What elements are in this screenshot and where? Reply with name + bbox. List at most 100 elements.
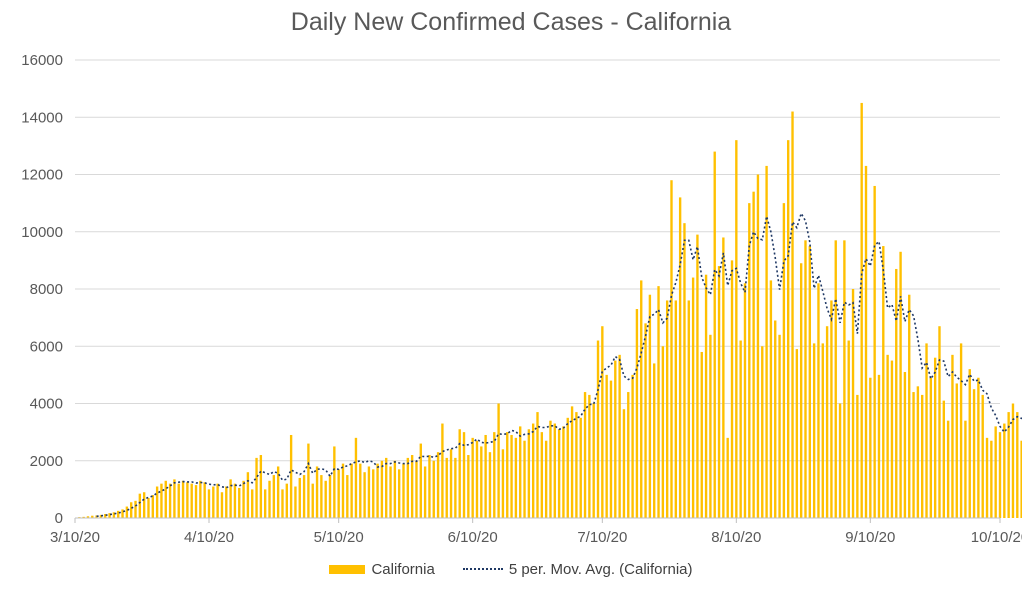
bar [173,479,176,518]
moving-average-line [96,211,1022,518]
bar [933,357,937,518]
bar [726,437,729,518]
bar [493,432,496,518]
bar [104,513,107,518]
bar [553,423,556,518]
bar [769,280,773,518]
bar [562,426,565,518]
bar [704,274,708,518]
bar [843,240,846,518]
x-tick-label: 7/10/20 [577,529,627,546]
bar [155,486,159,518]
bar [977,377,980,518]
bar [588,394,591,518]
bar [890,360,894,518]
bar [895,268,898,518]
bar [402,463,405,518]
bar [276,466,280,518]
bar [782,203,786,518]
y-tick-label: 14000 [21,109,63,126]
bar [199,480,202,518]
gridlines [75,59,1000,462]
bar [190,483,193,518]
axes: 0 2000 4000 6000 8000 10000 12000 14000 16000 3/1… [21,52,1022,546]
bar [674,300,678,518]
bar [488,452,492,518]
bar [640,280,643,518]
bar [756,174,760,518]
bar [730,260,734,518]
bar [117,510,120,518]
bar [717,266,721,518]
bar [791,111,794,519]
legend-label-moving-average: 5 per. Mov. Avg. (California) [508,560,693,578]
bar [125,506,129,518]
bar [817,283,820,518]
bar [86,516,90,518]
y-tick-label: 6000 [30,338,63,355]
bar [998,432,1002,518]
bar [289,434,293,518]
bar [281,489,284,518]
chart-title: Daily New Confirmed Cases - California [290,8,732,36]
bar [194,485,198,518]
bar [285,483,288,518]
bar [1007,412,1010,518]
bar [112,512,116,518]
bar [91,515,94,518]
bar [670,180,673,518]
bar [328,475,332,518]
bar [255,457,258,518]
x-tick-label: 3/10/20 [50,529,100,546]
bar [544,440,548,518]
bar [808,246,812,518]
bar [147,497,150,518]
bar [263,489,267,518]
bar [423,466,427,518]
bar [609,380,613,518]
bar [795,349,799,518]
bar [804,240,807,518]
bar [856,394,859,518]
bar [436,452,440,518]
x-tick-label: 9/10/20 [845,529,895,546]
bar [981,394,984,518]
bar [1011,403,1015,518]
bar [665,300,669,518]
bar [251,489,254,518]
bar [82,516,85,518]
bar [765,165,768,518]
bar [834,240,837,518]
bar [700,351,703,518]
bar [186,482,189,518]
bar [475,440,479,518]
x-tick-label: 5/10/20 [314,529,364,546]
bar [678,197,682,518]
bar [946,420,950,518]
bar [233,483,237,518]
bar [350,463,353,518]
bar [631,374,634,518]
bar-series-california [78,102,1022,519]
bar [151,495,154,518]
bar [268,480,271,518]
bar [415,460,418,518]
bar [787,140,790,518]
bar [648,294,652,518]
bar [882,246,885,518]
bar [458,429,461,518]
bar [389,466,392,518]
bar [367,466,371,518]
bar [860,102,863,518]
bar [614,360,617,518]
legend: California 5 per. Mov. Avg. (California) [0,558,1022,580]
bar [462,432,466,518]
bar [324,480,327,518]
bar [177,483,180,518]
y-tick-label: 16000 [21,52,63,69]
bar [341,463,345,518]
bar [761,346,764,518]
bar [929,377,933,518]
y-tick-label: 2000 [30,453,63,470]
